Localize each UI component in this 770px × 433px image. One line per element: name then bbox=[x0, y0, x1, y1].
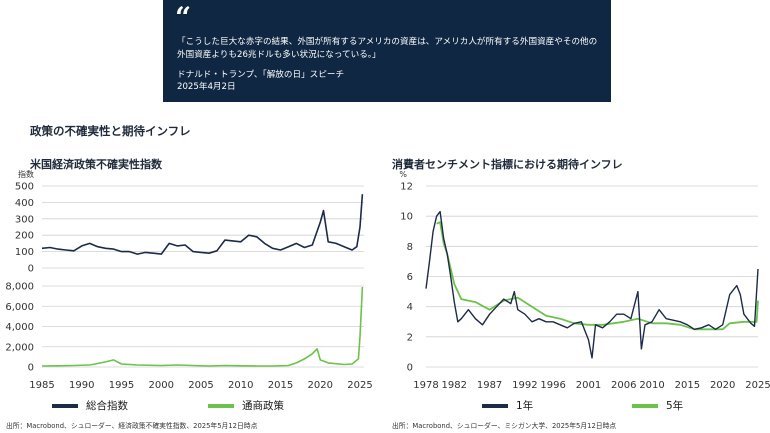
right-series-5y-line bbox=[436, 221, 759, 331]
right-x-tick-label: 2001 bbox=[576, 380, 601, 391]
left-chart-title: 米国経済政策不確実性指数 bbox=[30, 158, 162, 171]
left-series-total-line bbox=[41, 194, 364, 255]
right-series-1y-line bbox=[425, 210, 759, 359]
right-x-tick-label: 1992 bbox=[512, 380, 537, 391]
legend-item-1y: 1年 bbox=[482, 398, 533, 413]
section-title: 政策の不確実性と期待インフレ bbox=[30, 124, 191, 138]
quote-text: 「こうした巨大な赤字の結果、外国が所有するアメリカの資産は、アメリカ人が所有する… bbox=[177, 37, 598, 60]
left-top-y-tick-label: 500 bbox=[15, 182, 34, 193]
right-y-tick-label: 8 bbox=[407, 242, 413, 253]
legend-swatch-green bbox=[208, 403, 234, 408]
quote-date: 2025年4月2日 bbox=[177, 82, 236, 92]
quote-mark-icon: “ bbox=[175, 1, 192, 34]
left-y-axis-label: 指数 bbox=[18, 169, 34, 179]
left-x-tick-label: 2000 bbox=[149, 380, 174, 391]
legend-label-5y: 5年 bbox=[666, 400, 684, 412]
legend-swatch-navy-1y bbox=[482, 403, 508, 408]
right-x-tick-label: 2025 bbox=[745, 380, 770, 391]
left-bottom-y-tick-label: 8,000 bbox=[5, 282, 34, 293]
legend-swatch-green-5y bbox=[632, 403, 658, 408]
left-x-tick-label: 1995 bbox=[109, 380, 134, 391]
left-top-y-tick-label: 0 bbox=[28, 264, 34, 275]
legend-item-total: 総合指数 bbox=[52, 398, 128, 413]
left-bottom-y-tick-label: 6,000 bbox=[5, 302, 34, 313]
right-x-tick-label: 1987 bbox=[477, 380, 502, 391]
right-y-tick-label: 2 bbox=[407, 332, 413, 343]
right-x-tick-label: 1978 bbox=[413, 380, 438, 391]
right-x-tick-label: 1982 bbox=[442, 380, 467, 391]
right-y-tick-label: 6 bbox=[407, 272, 413, 283]
left-x-tick-label: 2025 bbox=[347, 380, 372, 391]
left-bottom-y-tick-label: 4,000 bbox=[5, 322, 34, 333]
left-x-tick-label: 2015 bbox=[268, 380, 293, 391]
right-y-tick-label: 10 bbox=[400, 212, 413, 223]
left-x-tick-label: 2010 bbox=[228, 380, 253, 391]
left-top-y-tick-label: 100 bbox=[15, 247, 34, 258]
left-series-trade-line bbox=[41, 286, 364, 367]
right-x-tick-label: 2006 bbox=[611, 380, 636, 391]
right-x-tick-label: 1996 bbox=[540, 380, 565, 391]
right-y-tick-label: 12 bbox=[400, 182, 413, 193]
left-bottom-y-tick-label: 2,000 bbox=[5, 342, 34, 353]
legend-label-total: 総合指数 bbox=[86, 400, 128, 412]
left-source: 出所：Macrobond、シュローダー、経済政策不確実性指数、2025年5月12… bbox=[6, 422, 258, 430]
left-x-tick-label: 1985 bbox=[29, 380, 54, 391]
quote-author: ドナルド・トランプ、「解放の日」スピーチ bbox=[177, 70, 345, 80]
left-bottom-y-tick-label: 0 bbox=[28, 363, 34, 374]
legend-item-5y: 5年 bbox=[632, 398, 683, 413]
legend-swatch-navy bbox=[52, 403, 78, 408]
legend-item-trade: 通商政策 bbox=[208, 398, 284, 413]
right-source: 出所：Macrobond、シュローダー、ミシガン大学、2025年5月12日時点 bbox=[392, 422, 617, 430]
left-top-y-tick-label: 400 bbox=[15, 198, 34, 209]
right-y-tick-label: 0 bbox=[407, 363, 413, 374]
left-x-tick-label: 1990 bbox=[69, 380, 94, 391]
right-y-tick-label: 4 bbox=[407, 302, 413, 313]
left-top-y-tick-label: 300 bbox=[15, 214, 34, 225]
right-chart-title: 消費者センチメント指標における期待インフレ bbox=[392, 158, 623, 171]
left-top-y-tick-label: 200 bbox=[15, 231, 34, 242]
legend-label-1y: 1年 bbox=[516, 400, 534, 412]
right-x-tick-label: 2020 bbox=[710, 380, 735, 391]
right-x-tick-label: 2010 bbox=[639, 380, 664, 391]
left-x-tick-label: 2020 bbox=[308, 380, 333, 391]
right-x-tick-label: 2015 bbox=[675, 380, 700, 391]
legend-label-trade: 通商政策 bbox=[242, 400, 284, 412]
quote-box: “ 「こうした巨大な赤字の結果、外国が所有するアメリカの資産は、アメリカ人が所有… bbox=[163, 0, 611, 102]
left-chart: 指数 0 100 200 300 400 500 0 2,000 4,000 6,000 8,000 1… bbox=[5, 169, 372, 391]
left-x-tick-label: 2005 bbox=[188, 380, 213, 391]
right-y-axis-label: % bbox=[399, 170, 407, 179]
